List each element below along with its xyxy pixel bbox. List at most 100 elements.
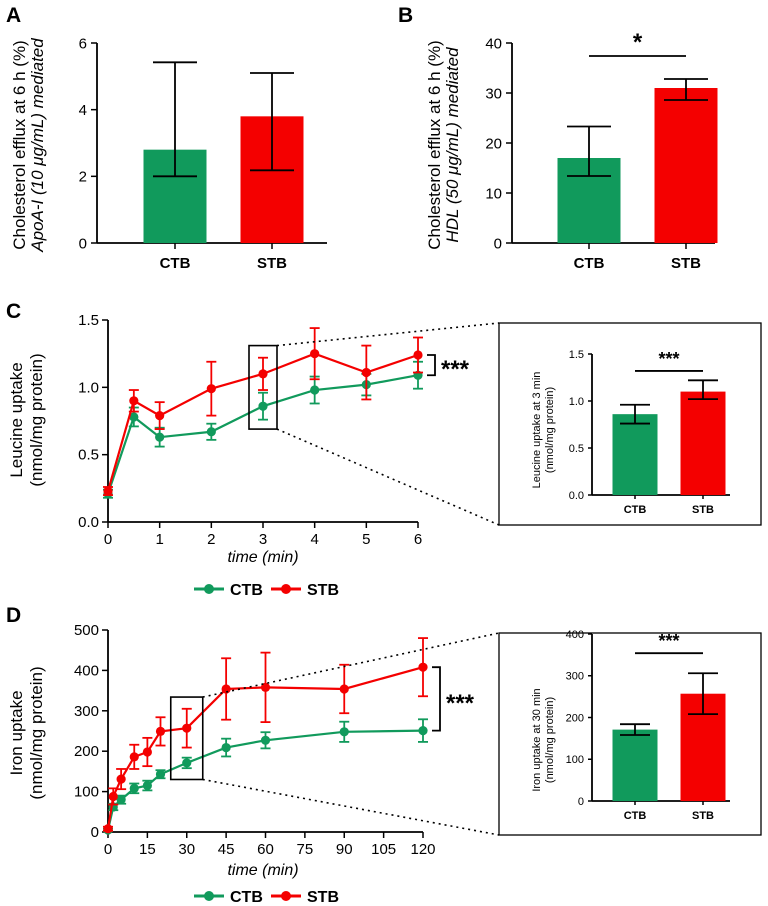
panel-d-point-stb bbox=[116, 774, 126, 784]
panel-d: D Iron uptake (nmol/mg protein) time (mi… bbox=[6, 604, 339, 906]
panel-c-inset-y-tick-label: 0.5 bbox=[569, 443, 584, 455]
panel-d-point-ctb bbox=[116, 795, 126, 805]
panel-c-point-stb bbox=[310, 349, 320, 359]
panel-d-y-tick-label: 500 bbox=[74, 622, 99, 639]
panel-d-ylabel-2: (nmol/mg protein) bbox=[27, 666, 46, 799]
panel-c: C Leucine uptake (nmol/mg protein) time … bbox=[6, 300, 339, 599]
panel-c-zoom-line-top bbox=[276, 322, 500, 347]
panel-c-significance-label: *** bbox=[441, 356, 470, 383]
panel-b-ylabel-group: Cholesterol efflux at 6 h (%) HDL (50 μg… bbox=[425, 40, 462, 249]
panel-c-plot: 0.0 0.5 1.0 1.5 0 1 2 3 4 5 6 *** bbox=[78, 312, 470, 548]
panel-c-series-stb bbox=[103, 327, 423, 496]
panel-c-x-tick-label: 4 bbox=[310, 531, 318, 548]
panel-d-inset-y-tick-label: 0 bbox=[578, 796, 584, 808]
panel-d-inset-ylabel-2: (nmol/mg protein) bbox=[544, 697, 556, 783]
panel-a-y-tick-label: 6 bbox=[79, 35, 87, 52]
legend-ctb-label: CTB bbox=[230, 582, 263, 599]
panel-b-ylabel: Cholesterol efflux at 6 h (%) bbox=[425, 40, 444, 249]
panel-a-ylabel-2: ApoA-I (10 μg/mL) mediated bbox=[28, 38, 47, 253]
panel-b-category-label: CTB bbox=[574, 255, 605, 272]
panel-d-x-tick-label: 120 bbox=[410, 841, 435, 858]
panel-c-point-ctb bbox=[129, 412, 139, 422]
panel-d-point-ctb bbox=[129, 783, 139, 793]
panel-d-inset-frame bbox=[498, 632, 762, 836]
panel-d-series-stb bbox=[103, 637, 428, 834]
panel-c-y-tick-label: 0.0 bbox=[78, 514, 99, 531]
panel-c-point-stb bbox=[413, 350, 423, 360]
panel-d-highlight-box bbox=[169, 696, 204, 781]
panel-b-category-label: STB bbox=[671, 255, 701, 272]
panel-d-x-tick-label: 75 bbox=[297, 841, 314, 858]
panel-b-y-tick-label: 30 bbox=[485, 85, 502, 102]
panel-d-point-ctb bbox=[339, 727, 349, 737]
panel-c-inset-frame bbox=[498, 322, 762, 526]
panel-a-y-tick-label: 4 bbox=[79, 102, 87, 119]
panel-d-plot: 0 100 200 300 400 500 0 15 30 45 60 75 90 105 120 *** bbox=[74, 622, 475, 858]
panel-c-ylabel-group: Leucine uptake (nmol/mg protein) bbox=[7, 353, 46, 486]
panel-a-ylabel: Cholesterol efflux at 6 h (%) bbox=[10, 40, 29, 249]
panel-a-category-label: CTB bbox=[160, 255, 191, 272]
panel-c-point-ctb bbox=[310, 385, 320, 395]
panel-c-point-ctb bbox=[155, 432, 165, 442]
panel-c-inset-bar-stb bbox=[680, 391, 726, 495]
panel-c-zoom-line-bottom bbox=[276, 428, 500, 526]
panel-c-y-tick-label: 0.5 bbox=[78, 447, 99, 464]
panel-d-xlabel: time (min) bbox=[227, 862, 298, 879]
panel-d-point-ctb bbox=[418, 725, 428, 736]
panel-a-ylabel-group: Cholesterol efflux at 6 h (%) ApoA-I (10… bbox=[10, 38, 47, 253]
panel-d-inset-category-label: STB bbox=[692, 810, 714, 822]
panel-d-inset-bar-ctb bbox=[612, 729, 658, 801]
panel-d-ylabel-group: Iron uptake (nmol/mg protein) bbox=[7, 666, 46, 799]
panel-d-inset-y-tick-label: 200 bbox=[566, 712, 584, 724]
panel-d-y-tick-label: 200 bbox=[74, 743, 99, 760]
panel-d-x-tick-label: 45 bbox=[218, 841, 235, 858]
panel-c-point-stb bbox=[258, 369, 268, 379]
panel-d-x-tick-label: 30 bbox=[178, 841, 195, 858]
panel-c-inset-y-tick-label: 0.0 bbox=[569, 490, 584, 502]
panel-d-point-stb bbox=[142, 747, 152, 757]
panel-c-x-tick-label: 1 bbox=[155, 531, 163, 548]
panel-a-category-label: STB bbox=[257, 255, 287, 272]
panel-c-inset-ylabel-2: (nmol/mg protein) bbox=[544, 387, 556, 473]
panel-d-point-ctb bbox=[260, 735, 271, 745]
panel-a-y-tick-label: 2 bbox=[79, 169, 87, 186]
panel-d-x-tick-label: 0 bbox=[104, 841, 112, 858]
panel-d-y-tick-label: 100 bbox=[74, 784, 99, 801]
panel-d-zoom-line-bottom bbox=[202, 778, 500, 836]
panel-d-inset-ylabel: Iron uptake at 30 min bbox=[531, 688, 543, 791]
panel-c-x-tick-label: 6 bbox=[414, 531, 422, 548]
panel-d-point-stb bbox=[339, 684, 349, 694]
panel-d-letter: D bbox=[6, 604, 21, 627]
panel-d-inset-plot: 0 100 200 300 400 CTB STB *** bbox=[566, 629, 730, 822]
panel-c-inset-significance-label: *** bbox=[658, 349, 679, 369]
panel-d-y-tick-label: 300 bbox=[74, 703, 99, 720]
panel-c-legend: CTB STB bbox=[194, 582, 339, 599]
panel-d-inset-significance-label: *** bbox=[658, 631, 679, 651]
panel-b-letter: B bbox=[398, 4, 413, 27]
panel-d-inset-y-tick-label: 300 bbox=[566, 671, 584, 683]
panel-d-x-tick-label: 105 bbox=[371, 841, 396, 858]
panel-c-point-stb bbox=[103, 486, 113, 496]
panel-d-point-stb bbox=[260, 682, 271, 692]
legend-ctb-marker bbox=[204, 891, 214, 901]
panel-d-inset-ylabel-group: Iron uptake at 30 min (nmol/mg protein) bbox=[531, 688, 556, 791]
panel-b: B Cholesterol efflux at 6 h (%) HDL (50 … bbox=[398, 4, 462, 250]
panel-b-ylabel-2: HDL (50 μg/mL) mediated bbox=[443, 47, 462, 243]
panel-c-significance-bracket bbox=[427, 354, 436, 377]
panel-b-y-tick-label: 20 bbox=[485, 135, 502, 152]
panel-d-point-stb bbox=[108, 791, 118, 802]
panel-c-point-stb bbox=[155, 411, 165, 421]
panel-c-line-stb bbox=[106, 352, 419, 492]
panel-d-point-ctb bbox=[221, 742, 231, 753]
panel-d-point-stb bbox=[129, 752, 139, 762]
panel-c-inset-ylabel: Leucine uptake at 3 min bbox=[531, 372, 543, 489]
panel-d-point-ctb bbox=[182, 758, 192, 768]
panel-d-y-tick-label: 400 bbox=[74, 662, 99, 679]
panel-c-inset-plot: 0.0 0.5 1.0 1.5 CTB STB *** bbox=[569, 349, 730, 516]
panel-c-point-ctb bbox=[206, 427, 216, 437]
panel-d-series-ctb bbox=[103, 718, 428, 835]
panel-c-line-ctb bbox=[106, 374, 419, 495]
panel-d-significance-bracket bbox=[432, 666, 441, 732]
